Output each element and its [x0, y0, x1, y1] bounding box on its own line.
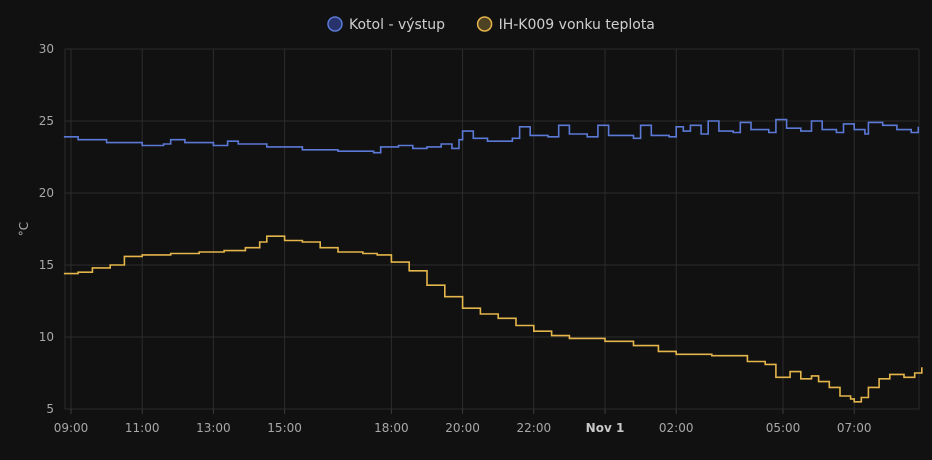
series-layer — [63, 118, 923, 403]
y-tick-label: 20 — [39, 186, 54, 200]
x-tick-label: 15:00 — [267, 421, 302, 435]
series-line — [63, 235, 923, 403]
x-tick-label: 18:00 — [374, 421, 409, 435]
x-tick-label: 02:00 — [659, 421, 694, 435]
legend-item: Kotol - výstup — [327, 16, 445, 33]
legend-item: IH-K009 vonku teplota — [476, 16, 655, 33]
x-tick-label: 11:00 — [125, 421, 160, 435]
series-line — [63, 118, 920, 154]
y-tick-label: 5 — [46, 402, 54, 416]
legend-swatch — [476, 16, 493, 32]
x-tick-label: 13:00 — [196, 421, 231, 435]
legend: Kotol - výstup IH-K009 vonku teplota — [327, 16, 655, 33]
x-tick-label: 22:00 — [517, 421, 552, 435]
x-tick-label: Nov 1 — [586, 421, 625, 435]
x-axis: 09:00 11:00 13:00 15:00 18:00 20:00 22:00 Nov 1… — [54, 409, 872, 435]
x-tick-label: 07:00 — [837, 421, 872, 435]
y-axis: 5 10 15 20 25 30 — [39, 42, 54, 416]
y-tick-label: 10 — [39, 330, 54, 344]
legend-label: IH-K009 vonku teplota — [499, 17, 655, 33]
y-axis-title: °C — [17, 222, 31, 236]
x-tick-label: 05:00 — [766, 421, 801, 435]
x-tick-label: 09:00 — [54, 421, 89, 435]
x-tick-label: 20:00 — [445, 421, 480, 435]
grid — [64, 48, 920, 410]
y-tick-label: 15 — [39, 258, 54, 272]
legend-label: Kotol - výstup — [349, 17, 445, 33]
y-tick-label: 25 — [39, 114, 54, 128]
legend-swatch — [327, 16, 343, 32]
y-tick-label: 30 — [39, 42, 54, 56]
